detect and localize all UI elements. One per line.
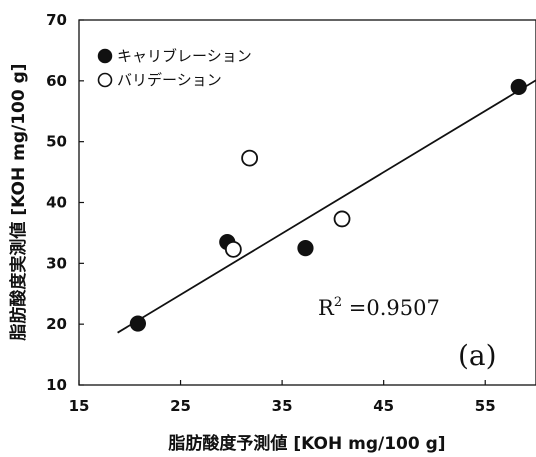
y-tick-label: 30	[46, 254, 67, 272]
legend-marker-calibration	[97, 48, 113, 64]
calibration-point	[297, 240, 314, 257]
r-squared-superscript: 2	[334, 295, 342, 310]
panel-label: (a)	[458, 339, 497, 372]
y-axis-title: 脂肪酸度実測値 [KOH mg/100 g]	[8, 63, 29, 340]
y-tick-label: 20	[46, 315, 67, 333]
y-tick-label: 50	[46, 133, 67, 151]
y-tick-labels: 10 20 30 40 50 60 70	[46, 11, 67, 394]
legend-marker-validation	[97, 72, 113, 88]
calibration-point	[510, 78, 527, 96]
r-squared-base: R	[318, 296, 335, 320]
validation-point	[241, 149, 259, 167]
x-tick-label: 45	[373, 397, 394, 415]
y-tick-label: 70	[46, 11, 67, 29]
regression-line	[117, 79, 536, 334]
x-tick-label: 25	[170, 397, 191, 415]
x-axis-title: 脂肪酸度予測値 [KOH mg/100 g]	[168, 433, 445, 454]
legend-label-calibration: キャリブレーション	[117, 47, 252, 65]
data-points	[129, 78, 527, 332]
legend: キャリブレーション バリデーション	[97, 47, 252, 89]
calibration-point	[129, 315, 147, 332]
validation-point	[333, 210, 351, 228]
axis-ticks	[78, 19, 486, 386]
r-squared-value: =0.9507	[342, 296, 440, 320]
x-tick-labels: 15 25 35 45 55	[69, 397, 496, 415]
y-tick-label: 60	[46, 72, 67, 90]
r-squared-annotation: R2 =0.9507	[318, 295, 440, 320]
legend-label-validation: バリデーション	[117, 71, 222, 89]
validation-point	[224, 240, 242, 258]
y-tick-label: 40	[46, 194, 67, 212]
x-tick-label: 15	[69, 397, 90, 415]
y-tick-label: 10	[46, 376, 67, 394]
x-tick-label: 55	[475, 397, 496, 415]
x-tick-label: 35	[272, 397, 293, 415]
